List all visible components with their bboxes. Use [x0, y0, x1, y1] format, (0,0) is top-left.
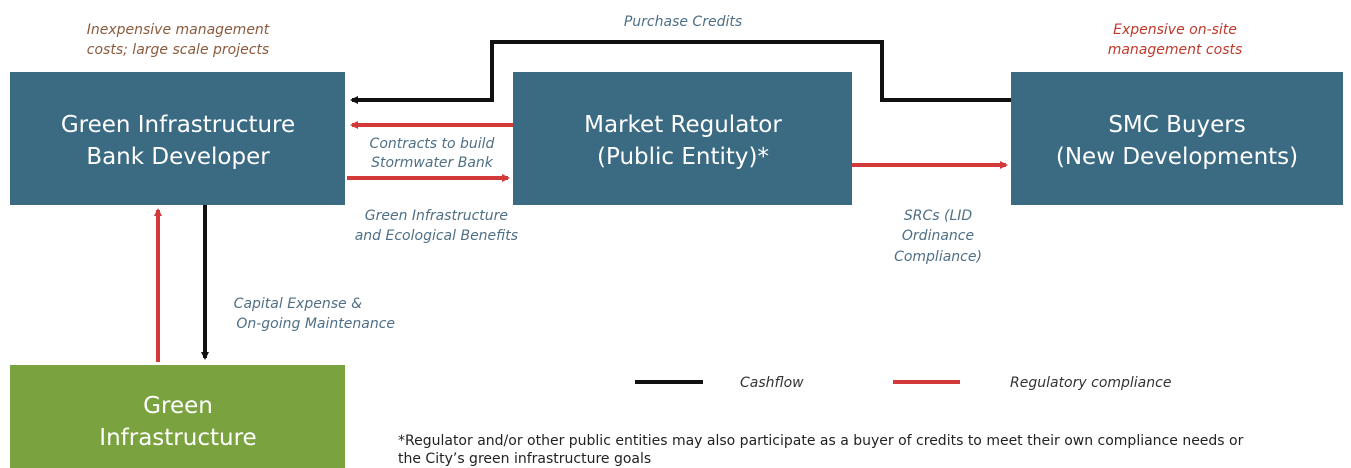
note: costs; large scale projects	[87, 42, 269, 58]
node-label: (Public Entity)*	[597, 144, 769, 170]
node-label: Infrastructure	[99, 425, 256, 451]
node-label: Green	[143, 393, 213, 419]
edge-label: Capital Expense &	[234, 296, 362, 312]
edge-label: On-going Maintenance	[236, 316, 395, 332]
edge-label: SRCs (LID	[904, 208, 973, 224]
edge-label: Green Infrastructure	[365, 208, 508, 224]
node-label: SMC Buyers	[1108, 112, 1245, 138]
edge-label: Contracts to build	[370, 136, 495, 152]
node-label: Green Infrastructure	[61, 112, 295, 138]
box: Green Infrastructure Bank Developer	[10, 72, 345, 205]
edge-label: and Ecological Benefits	[355, 228, 518, 244]
box: SMC Buyers (New Developments)	[1011, 72, 1343, 205]
edge-label: Purchase Credits	[624, 14, 742, 30]
node-label: Market Regulator	[584, 112, 782, 138]
edge-label: Compliance)	[894, 249, 982, 265]
legend-label: Cashflow	[740, 375, 804, 391]
node-label: (New Developments)	[1056, 144, 1298, 170]
arrow	[350, 40, 1011, 104]
box: Market Regulator (Public Entity)*	[513, 72, 852, 205]
edge-label: Ordinance	[902, 228, 974, 244]
note: Expensive on-site	[1113, 22, 1237, 38]
note: management costs	[1108, 42, 1243, 58]
node-label: Bank Developer	[86, 144, 270, 170]
footnote: the City’s green infrastructure goals	[398, 451, 651, 467]
box: Green Infrastructure	[10, 365, 345, 468]
edge-label: Stormwater Bank	[371, 155, 494, 171]
note: Inexpensive management	[87, 22, 270, 38]
legend-label: Regulatory compliance	[1010, 375, 1171, 391]
footnote: *Regulator and/or other public entities …	[398, 433, 1244, 449]
